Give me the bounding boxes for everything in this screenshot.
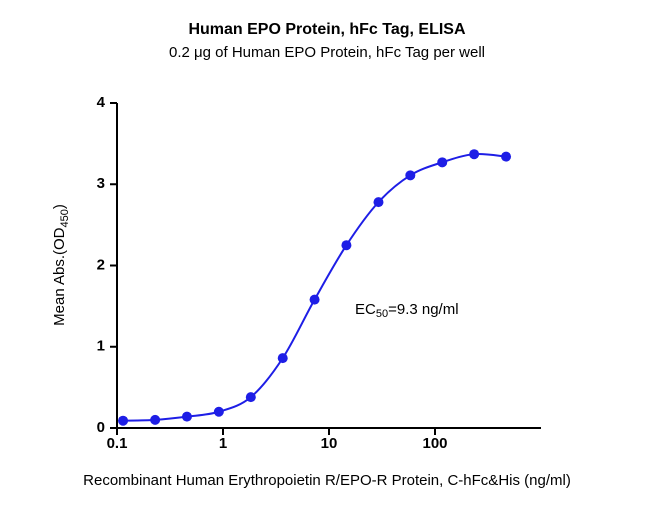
annotation-end: =9.3 ng/ml xyxy=(388,301,458,318)
data-point xyxy=(469,149,480,160)
annotation: EC50=9.3 ng/ml xyxy=(355,301,459,320)
data-point xyxy=(245,392,256,403)
chart-title: Human EPO Protein, hFc Tag, ELISA xyxy=(188,21,466,38)
x-tick-label: 100 xyxy=(422,435,447,452)
x-axis-label: Recombinant Human Erythropoietin R/EPO-R… xyxy=(83,472,571,489)
y-label-sub: 450 xyxy=(59,209,71,227)
y-tick-label: 4 xyxy=(97,94,106,111)
data-point xyxy=(373,197,384,208)
data-point xyxy=(405,170,416,181)
data-point xyxy=(118,415,129,426)
annotation-sub: 50 xyxy=(376,308,388,320)
x-tick-label: 1 xyxy=(219,435,227,452)
fit-curve xyxy=(123,153,507,422)
data-point xyxy=(213,406,224,417)
y-tick-label: 1 xyxy=(97,338,105,355)
data-point xyxy=(150,414,161,425)
data-point xyxy=(277,353,288,364)
data-point xyxy=(341,240,352,251)
y-tick-label: 2 xyxy=(97,256,105,273)
x-tick-label: 0.1 xyxy=(107,435,128,452)
y-tick-label: 3 xyxy=(97,175,105,192)
x-tick-label: 10 xyxy=(321,435,338,452)
y-tick-label: 0 xyxy=(97,419,105,436)
y-label-end: ) xyxy=(51,204,68,209)
data-point xyxy=(501,151,512,162)
annotation-text: EC xyxy=(355,301,376,318)
y-axis-label: Mean Abs.(OD450) xyxy=(51,204,71,326)
y-label-text: Mean Abs.(OD xyxy=(51,227,68,326)
chart-subtitle: 0.2 μg of Human EPO Protein, hFc Tag per… xyxy=(169,44,485,61)
data-point xyxy=(437,157,448,168)
data-point xyxy=(181,411,192,422)
data-point xyxy=(309,294,320,305)
